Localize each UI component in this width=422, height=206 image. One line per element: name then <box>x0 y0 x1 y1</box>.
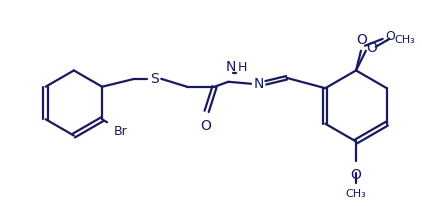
Text: CH₃: CH₃ <box>394 35 415 45</box>
Text: O: O <box>200 119 211 133</box>
Text: CH₃: CH₃ <box>346 188 366 198</box>
Text: N: N <box>254 76 264 90</box>
Text: Br: Br <box>114 125 127 138</box>
Text: O: O <box>357 33 368 47</box>
Text: H: H <box>238 61 248 74</box>
Text: N: N <box>225 60 235 74</box>
Text: S: S <box>150 71 159 85</box>
Text: O: O <box>351 167 362 181</box>
Text: O: O <box>386 30 395 43</box>
Text: O: O <box>366 41 377 55</box>
